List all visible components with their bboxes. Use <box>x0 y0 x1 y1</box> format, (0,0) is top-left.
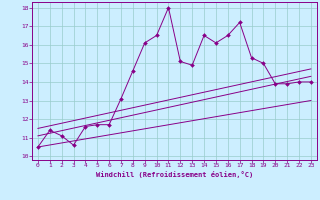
X-axis label: Windchill (Refroidissement éolien,°C): Windchill (Refroidissement éolien,°C) <box>96 171 253 178</box>
